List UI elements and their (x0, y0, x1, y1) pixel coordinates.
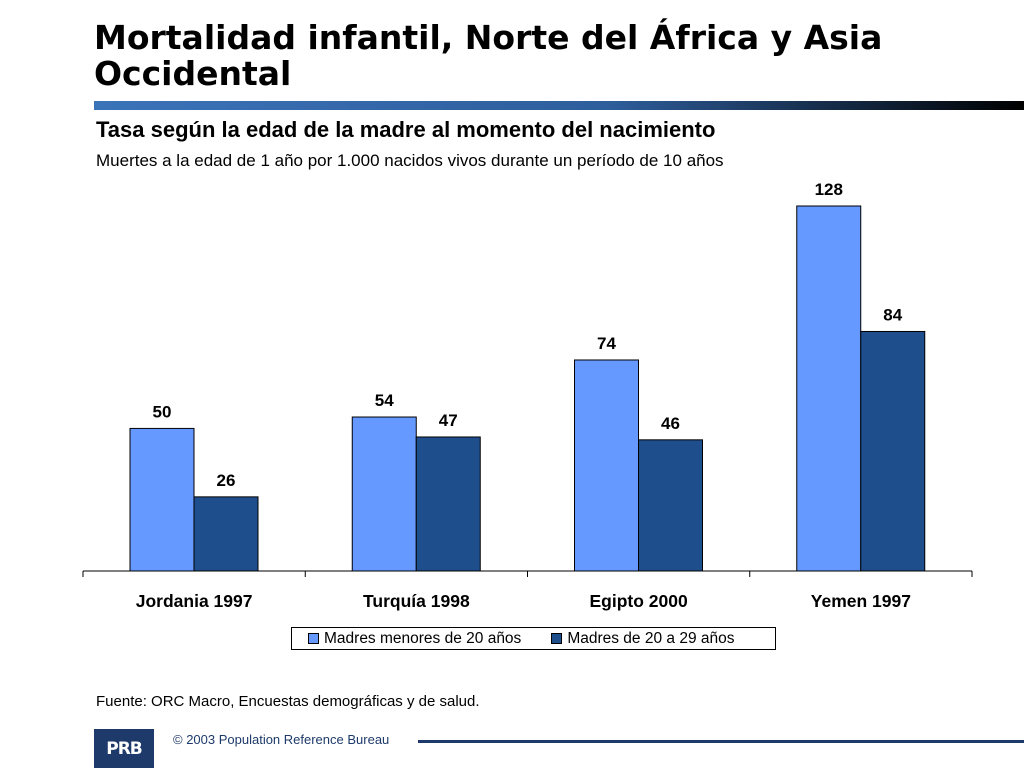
legend-label-under-20: Madres menores de 20 años (324, 629, 522, 647)
data-label: 47 (439, 411, 458, 430)
copyright-text: © 2003 Population Reference Bureau (173, 732, 390, 747)
data-label: 50 (153, 402, 172, 421)
chart-title: Tasa según la edad de la madre al moment… (96, 117, 716, 142)
legend-item-under-20: Madres menores de 20 años (308, 630, 521, 648)
data-label: 54 (375, 391, 394, 410)
data-label: 128 (815, 180, 843, 199)
bar-under-20 (129, 427, 195, 572)
x-tick-label: Turquía 1998 (363, 591, 470, 611)
data-label: 74 (597, 334, 616, 353)
data-label: 84 (883, 305, 902, 324)
page-title: Mortalidad infantil, Norte del África y … (94, 20, 994, 92)
legend-item-20-29: Madres de 20 a 29 años (551, 630, 734, 648)
legend-label-20-29: Madres de 20 a 29 años (567, 629, 735, 647)
legend-swatch-under-20 (308, 633, 319, 644)
bar-under-20 (574, 359, 639, 572)
x-tick-label: Jordania 1997 (136, 591, 253, 611)
prb-logo-text: PRB (106, 738, 143, 759)
bar-20-29 (193, 496, 259, 572)
prb-logo: PRB (94, 729, 154, 768)
x-tick-label: Egipto 2000 (590, 591, 688, 611)
chart-subtitle: Muertes a la edad de 1 año por 1.000 nac… (96, 151, 724, 170)
data-label: 46 (661, 414, 680, 433)
bar-20-29 (860, 330, 926, 572)
source-note: Fuente: ORC Macro, Encuestas demográfica… (96, 693, 480, 710)
title-underline-bar (94, 101, 1024, 110)
bar-under-20 (796, 205, 862, 572)
title-line-1: Mortalidad infantil, Norte del África y … (94, 18, 883, 57)
footer-rule (418, 740, 1024, 743)
x-tick-label: Yemen 1997 (811, 591, 911, 611)
data-label: 26 (217, 471, 236, 490)
bar-under-20 (351, 416, 417, 572)
bar-20-29 (638, 439, 703, 572)
title-line-2: Occidental (94, 54, 292, 93)
legend-swatch-20-29 (551, 633, 563, 644)
bar-20-29 (415, 436, 481, 572)
chart-legend: Madres menores de 20 años Madres de 20 a… (291, 627, 776, 650)
